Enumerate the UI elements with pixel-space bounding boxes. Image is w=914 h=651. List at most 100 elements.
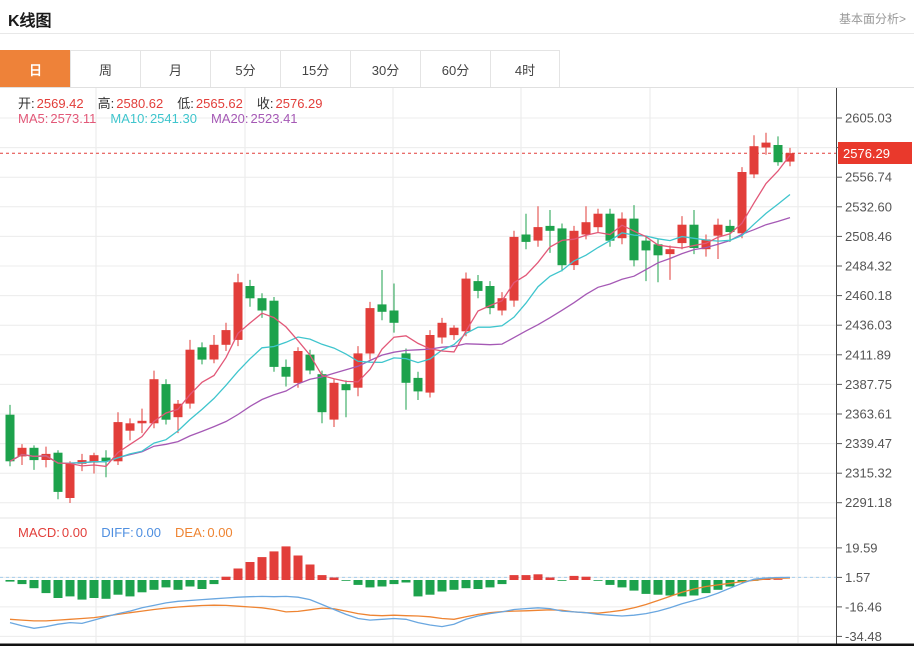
tab-4hour[interactable]: 4时	[490, 50, 560, 87]
macd-histogram-bar	[137, 580, 147, 593]
legend-macd-dea-value: 0.00	[207, 525, 233, 540]
price-axis-label: 2363.61	[845, 407, 892, 422]
tab-30min[interactable]: 30分	[350, 50, 420, 87]
candle-body	[77, 460, 87, 464]
macd-histogram-bar	[497, 580, 507, 585]
ma5-line	[9, 154, 791, 468]
tab-month[interactable]: 月	[140, 50, 210, 87]
candle-body	[749, 146, 759, 175]
price-axis-label: 2387.75	[845, 377, 892, 392]
macd-histogram-bar	[53, 580, 63, 598]
legend-ma-ma5-value: 2573.11	[50, 111, 97, 126]
tab-5min[interactable]: 5分	[210, 50, 280, 87]
candle-body	[305, 354, 315, 371]
candle-body	[281, 366, 291, 377]
macd-histogram-bar	[533, 574, 543, 580]
legend-ma-ma20: MA20: 2523.41	[211, 111, 298, 126]
macd-histogram-bar	[425, 580, 435, 595]
candle-body	[173, 403, 183, 418]
legend-macd-diff-label: DIFF:	[101, 525, 134, 540]
candle-body	[509, 236, 519, 301]
macd-histogram-bar	[689, 580, 699, 596]
fundamental-analysis-link[interactable]: 基本面分析>	[838, 12, 906, 26]
macd-histogram-bar	[329, 577, 339, 580]
macd-histogram-bar	[5, 580, 15, 582]
macd-histogram-bar	[449, 580, 459, 590]
candle-body	[545, 225, 555, 231]
interval-tabbar: 日周月 5分 15分 30分 60分 4时	[0, 50, 914, 88]
price-axis-label: 2315.32	[845, 466, 892, 481]
price-axis-label: 2532.60	[845, 199, 892, 214]
legend-macd-macd: MACD: 0.00	[18, 525, 87, 540]
macd-histogram-bar	[245, 562, 255, 580]
legend-ohlc-low-label: 低:	[177, 96, 194, 111]
candle-body	[437, 322, 447, 338]
legend-ma-ma10-value: 2541.30	[149, 111, 197, 126]
macd-histogram-bar	[581, 576, 591, 580]
tab-60min[interactable]: 60分	[420, 50, 490, 87]
candle-body	[485, 286, 495, 309]
candle-body	[197, 347, 207, 360]
candle-body	[497, 298, 507, 311]
candle-body	[137, 420, 147, 424]
macd-histogram-bar	[173, 580, 183, 590]
candle-body	[233, 282, 243, 340]
legend-ohlc-close-value: 2576.29	[275, 96, 323, 111]
candle-body	[401, 353, 411, 383]
macd-histogram-bar	[773, 579, 783, 580]
price-axis-label: 2339.47	[845, 436, 892, 451]
macd-histogram-bar	[365, 580, 375, 588]
macd-histogram-bar	[17, 580, 27, 585]
title-divider	[0, 33, 914, 34]
legend-ma-ma5-label: MA5:	[18, 111, 49, 126]
macd-histogram-bar	[545, 577, 555, 580]
macd-histogram-bar	[413, 580, 423, 597]
macd-histogram-bar	[353, 580, 363, 585]
macd-histogram-bar	[401, 580, 411, 583]
candle-body	[329, 382, 339, 420]
candle-body	[41, 453, 51, 460]
tab-15min[interactable]: 15分	[280, 50, 350, 87]
legend-ohlc-high-label: 高:	[97, 96, 115, 111]
price-axis-label: 2556.74	[845, 170, 892, 185]
candle-body	[605, 213, 615, 241]
candle-body	[377, 304, 387, 312]
macd-histogram-bar	[269, 551, 279, 580]
macd-legend: MACD: 0.00 DIFF: 0.00 DEA: 0.00	[18, 525, 247, 540]
candle-body	[341, 384, 351, 391]
candle-body	[425, 335, 435, 393]
ma10-line	[9, 193, 791, 464]
macd-histogram-bar	[641, 580, 651, 594]
tab-day[interactable]: 日	[0, 50, 70, 87]
candle-body	[449, 327, 459, 336]
macd-histogram-bar	[125, 580, 135, 597]
macd-histogram-bar	[185, 580, 195, 587]
macd-axis-label: 1.57	[845, 570, 870, 585]
tab-week[interactable]: 周	[70, 50, 140, 87]
candle-body	[317, 374, 327, 413]
macd-histogram-bar	[101, 580, 111, 599]
candle-body	[761, 142, 771, 148]
price-axis-label: 2436.03	[845, 318, 892, 333]
macd-histogram-bar	[209, 580, 219, 585]
macd-histogram-bar	[65, 580, 75, 597]
legend-ohlc-low: 低: 2565.62	[177, 96, 243, 111]
macd-histogram-bar	[593, 580, 603, 581]
ma-legend: MA5: 2573.11 MA10: 2541.30 MA20: 2523.41	[18, 111, 312, 126]
legend-macd-diff: DIFF: 0.00	[101, 525, 161, 540]
candle-body	[113, 422, 123, 462]
candle-body	[209, 344, 219, 360]
legend-ohlc-low-value: 2565.62	[195, 96, 243, 111]
candle-body	[641, 240, 651, 251]
candle-body	[29, 447, 39, 461]
macd-histogram-bar	[557, 580, 567, 581]
macd-axis-label: -16.46	[845, 599, 882, 614]
macd-histogram-bar	[113, 580, 123, 595]
diff-line	[9, 576, 791, 629]
candle-body	[689, 224, 699, 248]
legend-ohlc-close: 收: 2576.29	[257, 96, 323, 111]
candle-body	[389, 310, 399, 323]
candle-body	[569, 230, 579, 266]
macd-histogram-bar	[677, 580, 687, 597]
